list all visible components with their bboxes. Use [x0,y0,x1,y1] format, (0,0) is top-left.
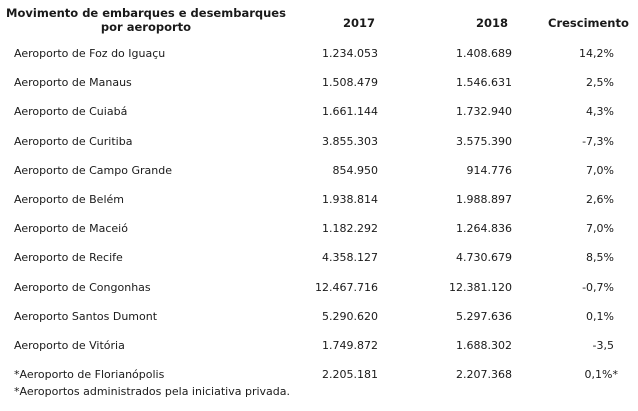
cell-airport-name: Aeroporto de Foz do Iguaçu [14,47,166,61]
cell-2018: 3.575.390 [456,134,512,148]
cell-2018: 5.297.636 [456,309,512,323]
cell-2017: 3.855.303 [322,134,378,148]
cell-airport-name: Aeroporto de Recife [14,251,123,265]
cell-airport-name: Aeroporto de Manaus [14,76,132,90]
cell-2018: 12.381.120 [449,280,512,294]
cell-2018: 1.546.631 [456,76,512,90]
cell-2018: 1.732.940 [456,105,512,119]
header-growth: Crescimento [548,15,629,30]
cell-airport-name: Aeroporto de Cuiabá [14,105,128,119]
airport-traffic-table: Movimento de embarques e desembarques po… [4,6,636,389]
cell-2018: 1.264.836 [456,222,512,236]
header-2017: 2017 [342,15,375,30]
cell-2017: 854.950 [332,163,379,177]
footnote: *Aeroportos administrados pela iniciativ… [14,385,291,398]
cell-airport-name: Aeroporto de Belém [14,193,124,207]
cell-2018: 914.776 [466,163,513,177]
cell-2017: 4.358.127 [322,251,378,265]
cell-2018: 2.207.368 [456,368,512,382]
header-2018: 2018 [475,15,508,30]
table-row: Aeroporto de Congonhas 12.467.716 12.381… [4,273,636,302]
table-row: Aeroporto de Recife 4.358.127 4.730.679 … [4,243,636,272]
cell-growth: 7,0% [586,222,614,236]
cell-growth: 0,1% [586,309,614,323]
header-airport-line1: Movimento de embarques e desembarques [6,6,286,20]
cell-growth: 2,5% [586,76,614,90]
table-row: Aeroporto de Cuiabá 1.661.144 1.732.940 … [4,97,636,126]
table-row: Aeroporto de Maceió 1.182.292 1.264.836 … [4,214,636,243]
cell-2017: 1.661.144 [322,105,378,119]
cell-growth: 0,1%* [584,368,618,382]
table-body: Aeroporto de Foz do Iguaçu 1.234.053 1.4… [4,39,636,389]
cell-2017: 1.234.053 [322,47,378,61]
cell-growth: 7,0% [586,163,614,177]
header-row: Movimento de embarques e desembarques po… [4,6,636,39]
cell-2017: 1.508.479 [322,76,378,90]
cell-airport-name: Aeroporto de Vitória [14,338,125,352]
table-row: Aeroporto de Vitória 1.749.872 1.688.302… [4,331,636,360]
table-header: Movimento de embarques e desembarques po… [4,6,636,39]
cell-2017: 1.182.292 [322,222,378,236]
cell-growth: 8,5% [586,251,614,265]
table-row: *Aeroporto de Florianópolis 2.205.181 2.… [4,360,636,389]
cell-growth: 14,2% [579,47,614,61]
cell-2017: 2.205.181 [322,368,378,382]
table-row: Aeroporto de Belém 1.938.814 1.988.897 2… [4,185,636,214]
cell-2018: 1.408.689 [456,47,512,61]
cell-2018: 1.988.897 [456,193,512,207]
cell-airport-name: Aeroporto de Campo Grande [14,163,172,177]
cell-growth: -0,7% [582,280,614,294]
cell-airport-name: Aeroporto Santos Dumont [14,309,158,323]
cell-growth: -3,5 [592,338,614,352]
cell-growth: 2,6% [586,193,614,207]
table-row: Aeroporto de Foz do Iguaçu 1.234.053 1.4… [4,39,636,68]
cell-2018: 4.730.679 [456,251,512,265]
cell-2017: 1.749.872 [322,338,378,352]
cell-2017: 5.290.620 [322,309,378,323]
table-row: Aeroporto de Manaus 1.508.479 1.546.631 … [4,68,636,97]
cell-airport-name: *Aeroporto de Florianópolis [14,368,165,382]
cell-2018: 1.688.302 [456,338,512,352]
header-airport-line2: por aeroporto [100,20,192,34]
table-row: Aeroporto de Curitiba 3.855.303 3.575.39… [4,127,636,156]
cell-2017: 1.938.814 [322,193,378,207]
header-airport: Movimento de embarques e desembarques po… [4,6,288,39]
cell-2017: 12.467.716 [315,280,378,294]
cell-growth: 4,3% [586,105,614,119]
table-row: Aeroporto de Campo Grande 854.950 914.77… [4,156,636,185]
cell-growth: -7,3% [582,134,614,148]
cell-airport-name: Aeroporto de Congonhas [14,280,151,294]
table-row: Aeroporto Santos Dumont 5.290.620 5.297.… [4,302,636,331]
cell-airport-name: Aeroporto de Maceió [14,222,128,236]
cell-airport-name: Aeroporto de Curitiba [14,134,133,148]
